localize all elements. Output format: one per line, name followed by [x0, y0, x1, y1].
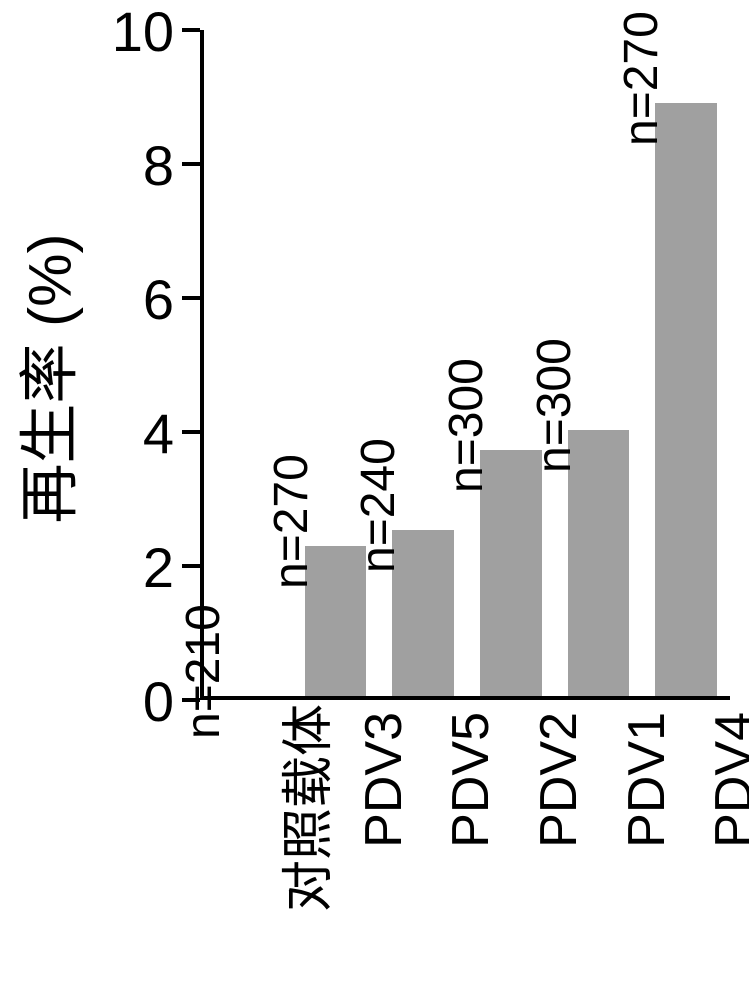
bar-annotation: n=300: [527, 338, 582, 473]
y-tick-mark: [182, 28, 200, 32]
y-tick-mark: [182, 430, 200, 434]
bar-annotation: n=270: [264, 454, 319, 589]
x-tick-label: PDV2: [529, 712, 589, 912]
x-tick-label: PDV5: [441, 712, 501, 912]
y-tick-mark: [182, 296, 200, 300]
x-tick-label: PDV3: [354, 712, 414, 912]
y-tick-mark: [182, 564, 200, 568]
x-tick-label: PDV4: [704, 712, 749, 912]
y-axis-label: 再生率 (%): [2, 179, 89, 579]
x-tick-label: PDV1: [617, 712, 677, 912]
bar: [655, 103, 716, 696]
bar-annotation: n=240: [351, 438, 406, 573]
y-tick-label: 10: [54, 0, 174, 64]
bar-annotation: n=270: [614, 11, 669, 146]
y-tick-label: 0: [54, 669, 174, 734]
x-tick-label: 对照载体: [266, 712, 341, 912]
bar-annotation: n=300: [439, 358, 494, 493]
bar-annotation: n=210: [176, 604, 231, 739]
y-tick-mark: [182, 162, 200, 166]
regeneration-rate-bar-chart: 0246810再生率 (%)n=210对照载体n=270PDV3n=240PDV…: [0, 0, 749, 1000]
